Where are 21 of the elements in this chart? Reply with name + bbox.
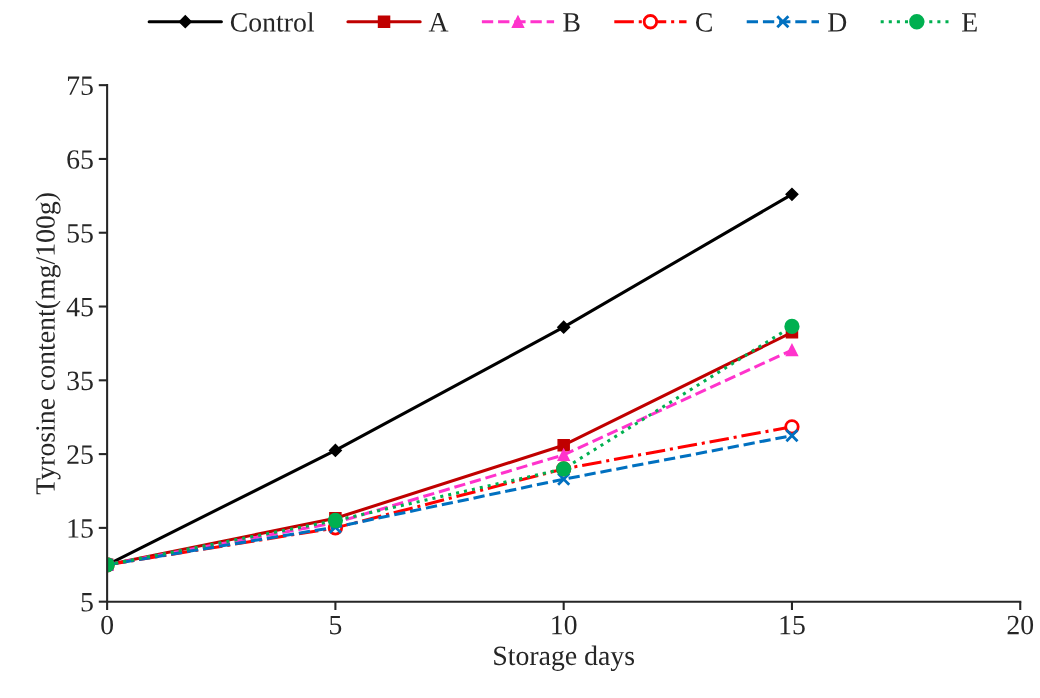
legend-label: D <box>828 13 847 32</box>
legend-label: C <box>696 13 712 32</box>
y-axis-title: Tyrosine content(mg/100g) <box>35 193 61 495</box>
x-tick-label: 10 <box>552 615 577 635</box>
legend-label: E <box>962 13 977 32</box>
y-tick-label: 5 <box>81 593 93 612</box>
y-tick-label: 65 <box>67 150 93 169</box>
y-tick-label: 75 <box>67 76 93 96</box>
y-tick-label: 55 <box>67 224 93 243</box>
y-tick-label: 25 <box>67 445 93 465</box>
x-tick-label: 5 <box>330 615 342 635</box>
y-tick-label: 45 <box>66 297 93 317</box>
legend-label: A <box>428 13 449 32</box>
x-tick-label: 20 <box>1007 615 1034 635</box>
x-tick-label: 0 <box>101 615 114 635</box>
y-tick-label: 15 <box>68 519 93 538</box>
x-tick-label: 15 <box>780 615 805 635</box>
x-axis-title: Storage days <box>494 645 635 671</box>
legend-label: Control <box>230 12 315 32</box>
legend-label: B <box>563 13 580 32</box>
y-tick-label: 35 <box>67 371 93 391</box>
